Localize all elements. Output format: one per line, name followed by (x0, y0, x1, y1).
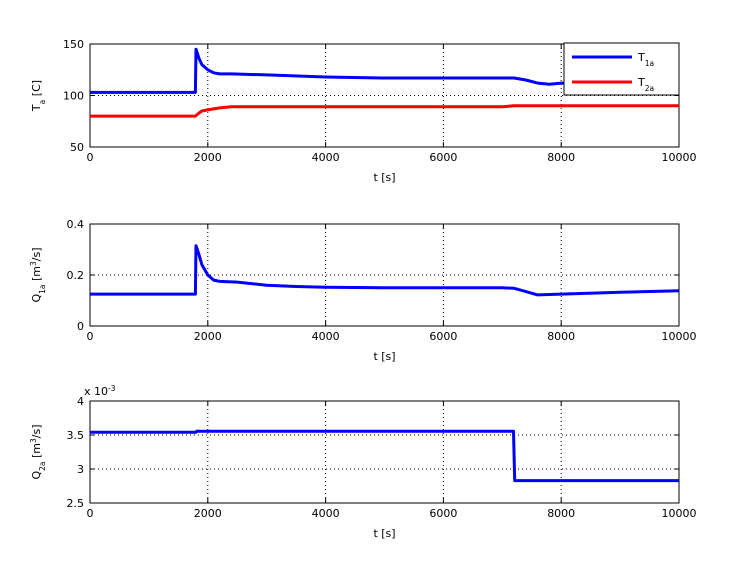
series-line-T_2a (90, 104, 679, 118)
x-axis-label: t [s] (373, 350, 395, 363)
x-tick-label: 10000 (662, 507, 697, 520)
y-axis-label: Q2a [m3/s] (29, 424, 47, 479)
x-tick-label: 6000 (429, 330, 457, 343)
x-tick-label: 0 (87, 330, 94, 343)
y-tick-label: 0.4 (67, 218, 85, 231)
subplot-1: 0 2000 4000 6000 8000 10000 50 100 150 t [s] Ta [C… (30, 38, 697, 184)
subplot-3: 0 2000 4000 6000 8000 10000 2.5 3 3.5 4 t [s] Q2a [… (29, 384, 697, 541)
x-axis-label: t [s] (373, 171, 395, 184)
y-tick-label: 0.2 (67, 269, 85, 282)
x-tick-label: 8000 (547, 507, 575, 520)
y-tick-label: 50 (70, 141, 84, 154)
x-tick-label: 10000 (662, 151, 697, 164)
x-axis-label: t [s] (373, 527, 395, 540)
y-tick-label: 3 (77, 463, 84, 476)
x-tick-label: 0 (87, 507, 94, 520)
series-line-T_1a (90, 47, 679, 94)
y-axis-label: Ta [C] (30, 80, 47, 112)
y-tick-label: 3.5 (67, 429, 85, 442)
x-tick-label: 6000 (429, 151, 457, 164)
x-tick-label: 4000 (312, 330, 340, 343)
y-tick-label: 150 (63, 38, 84, 51)
x-tick-label: 10000 (662, 330, 697, 343)
x-tick-label: 2000 (194, 151, 222, 164)
x-tick-label: 8000 (547, 330, 575, 343)
x-tick-label: 2000 (194, 330, 222, 343)
y-axis-label: Q1a [m3/s] (29, 247, 47, 302)
series-line-series-1 (90, 429, 679, 483)
x-tick-label: 6000 (429, 507, 457, 520)
x-tick-label: 8000 (547, 151, 575, 164)
x-tick-label: 4000 (312, 507, 340, 520)
y-tick-label: 2.5 (67, 497, 85, 510)
legend-label: T1a (637, 51, 654, 68)
plot-area (89, 400, 680, 504)
y-tick-label: 0 (77, 320, 84, 333)
legend-box (563, 42, 680, 96)
y-tick-label: 4 (77, 395, 84, 408)
x-tick-label: 0 (87, 151, 94, 164)
legend-label: T2a (637, 76, 654, 93)
plot-area (89, 223, 680, 327)
axis-multiplier: x 10-3 (84, 384, 116, 399)
x-tick-label: 4000 (312, 151, 340, 164)
x-tick-label: 2000 (194, 507, 222, 520)
y-tick-label: 100 (63, 90, 84, 103)
series-line-series-1 (90, 244, 680, 297)
subplot-2: 0 2000 4000 6000 8000 10000 0 0.2 0.4 t [s] Q1a [m… (29, 218, 697, 363)
